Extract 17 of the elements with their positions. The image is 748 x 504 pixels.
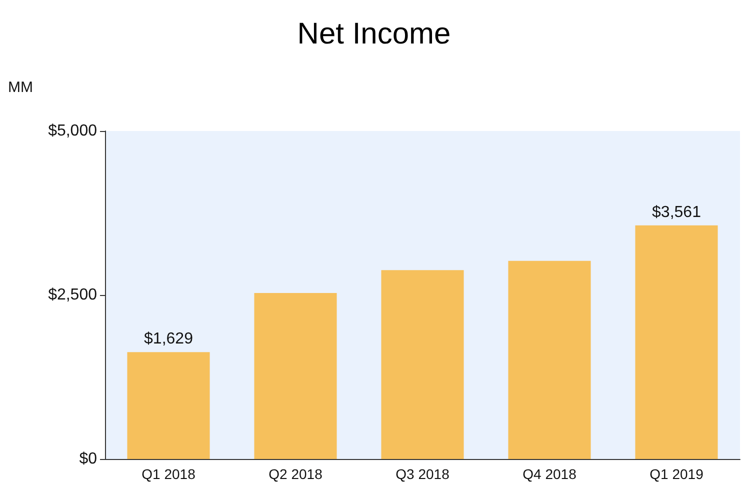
y-tick-label: $2,500 xyxy=(48,286,98,304)
x-tick-label: Q4 2018 xyxy=(522,466,577,482)
data-label: $3,561 xyxy=(652,204,702,221)
chart-title: Net Income xyxy=(297,18,451,50)
y-tick-label: $0 xyxy=(79,450,98,468)
bar xyxy=(635,225,718,459)
bar xyxy=(508,260,591,459)
bar xyxy=(127,352,210,459)
y-tick-label: $5,000 xyxy=(48,122,98,140)
bar xyxy=(381,270,464,459)
x-tick-label: Q1 2018 xyxy=(142,466,196,482)
x-tick-label: Q2 2018 xyxy=(268,466,323,482)
bar xyxy=(254,293,337,459)
x-tick-label: Q1 2019 xyxy=(650,466,704,482)
y-axis-title: MM xyxy=(8,79,33,96)
data-label: $1,629 xyxy=(144,330,194,348)
x-tick-label: Q3 2018 xyxy=(396,466,450,482)
